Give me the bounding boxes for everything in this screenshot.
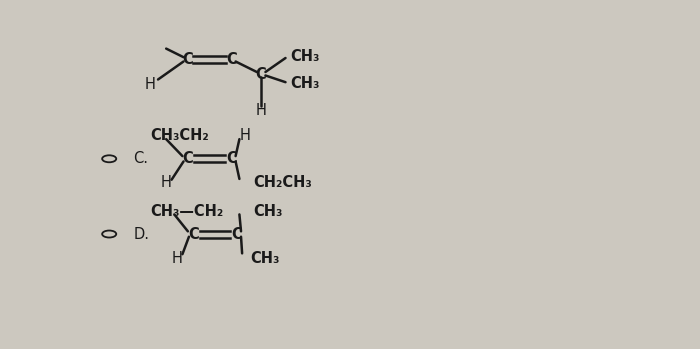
Text: CH₃: CH₃ (253, 204, 282, 219)
Text: CH₃: CH₃ (251, 251, 279, 266)
Text: H: H (161, 176, 172, 191)
Text: C: C (226, 52, 237, 67)
Text: C: C (183, 151, 193, 166)
Text: H: H (144, 77, 155, 92)
Text: CH₃CH₂: CH₃CH₂ (150, 128, 209, 143)
Text: D.: D. (134, 227, 150, 242)
Text: H: H (256, 103, 267, 118)
Text: CH₃: CH₃ (290, 76, 319, 91)
Text: CH₂CH₃: CH₂CH₃ (253, 176, 312, 191)
Text: C.: C. (134, 151, 148, 166)
Text: C: C (188, 227, 199, 242)
Text: C: C (183, 52, 193, 67)
Text: CH₃: CH₃ (290, 49, 319, 64)
Text: C: C (226, 151, 237, 166)
Text: CH₃—CH₂: CH₃—CH₂ (150, 204, 223, 219)
Text: H: H (239, 128, 251, 143)
Text: C: C (231, 227, 242, 242)
Text: C: C (256, 67, 267, 82)
Text: H: H (172, 251, 183, 266)
